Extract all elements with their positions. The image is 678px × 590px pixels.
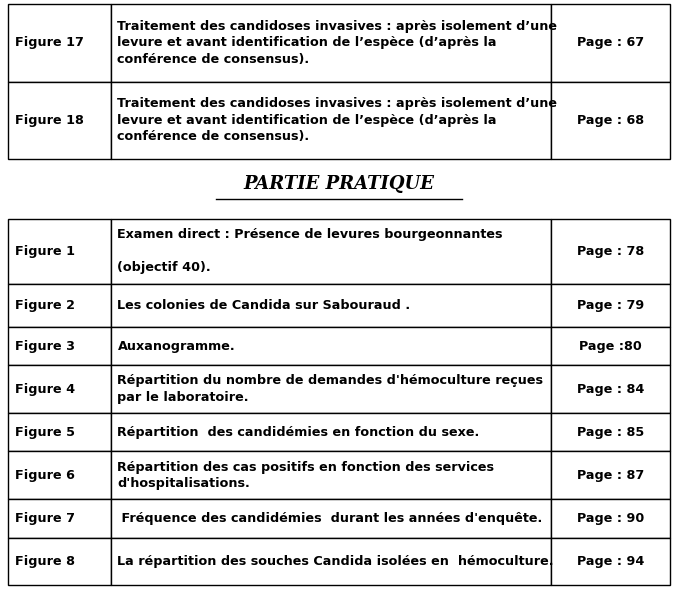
Text: Fréquence des candidémies  durant les années d'enquête.: Fréquence des candidémies durant les ann…	[117, 512, 542, 525]
Text: Figure 5: Figure 5	[15, 426, 75, 439]
Text: Figure 18: Figure 18	[15, 114, 84, 127]
Text: Page : 84: Page : 84	[576, 383, 644, 396]
Bar	[8, 413, 111, 451]
Bar	[111, 219, 551, 284]
Bar	[551, 284, 670, 327]
Text: Page : 94: Page : 94	[576, 555, 644, 568]
Bar	[8, 327, 111, 365]
Bar	[8, 219, 111, 284]
Bar	[111, 81, 551, 159]
Bar	[111, 499, 551, 537]
Bar	[111, 365, 551, 413]
Text: Page : 78: Page : 78	[577, 245, 644, 258]
Bar	[551, 413, 670, 451]
Text: Figure 8: Figure 8	[15, 555, 75, 568]
Bar	[551, 365, 670, 413]
Bar	[8, 4, 111, 81]
Text: Traitement des candidoses invasives : après isolement d’une
levure et avant iden: Traitement des candidoses invasives : ap…	[117, 97, 557, 143]
Text: Répartition  des candidémies en fonction du sexe.: Répartition des candidémies en fonction …	[117, 426, 480, 439]
Bar	[111, 327, 551, 365]
Text: La répartition des souches Candida isolées en  hémoculture.: La répartition des souches Candida isolé…	[117, 555, 554, 568]
Bar	[111, 4, 551, 81]
Text: Page : 87: Page : 87	[577, 469, 644, 482]
Text: Figure 3: Figure 3	[15, 340, 75, 353]
Text: Page :80: Page :80	[579, 340, 641, 353]
Text: Figure 4: Figure 4	[15, 383, 75, 396]
Bar	[8, 81, 111, 159]
Bar	[111, 537, 551, 585]
Bar	[551, 499, 670, 537]
Text: Page : 68: Page : 68	[577, 114, 644, 127]
Text: Répartition du nombre de demandes d'hémoculture reçues
par le laboratoire.: Répartition du nombre de demandes d'hémo…	[117, 375, 544, 404]
Text: Les colonies de Candida sur Sabouraud .: Les colonies de Candida sur Sabouraud .	[117, 299, 411, 312]
Bar	[8, 499, 111, 537]
Text: Auxanogramme.: Auxanogramme.	[117, 340, 235, 353]
Bar	[8, 365, 111, 413]
Bar	[111, 413, 551, 451]
Bar	[8, 451, 111, 499]
Text: PARTIE PRATIQUE: PARTIE PRATIQUE	[243, 175, 435, 194]
Text: Traitement des candidoses invasives : après isolement d’une
levure et avant iden: Traitement des candidoses invasives : ap…	[117, 20, 557, 66]
Bar	[8, 284, 111, 327]
Text: Figure 7: Figure 7	[15, 512, 75, 525]
Text: Page : 90: Page : 90	[577, 512, 644, 525]
Text: Répartition des cas positifs en fonction des services
d'hospitalisations.: Répartition des cas positifs en fonction…	[117, 461, 494, 490]
Bar	[551, 537, 670, 585]
Text: Examen direct : Présence de levures bourgeonnantes

(objectif 40).: Examen direct : Présence de levures bour…	[117, 228, 503, 274]
Bar	[551, 81, 670, 159]
Text: Page : 85: Page : 85	[577, 426, 644, 439]
Bar	[551, 451, 670, 499]
Text: Figure 6: Figure 6	[15, 469, 75, 482]
Text: Figure 1: Figure 1	[15, 245, 75, 258]
Text: Page : 67: Page : 67	[577, 37, 644, 50]
Text: Figure 2: Figure 2	[15, 299, 75, 312]
Text: Figure 17: Figure 17	[15, 37, 84, 50]
Text: Page : 79: Page : 79	[577, 299, 644, 312]
Bar	[111, 284, 551, 327]
Bar	[8, 537, 111, 585]
Bar	[551, 219, 670, 284]
Bar	[551, 327, 670, 365]
Bar	[111, 451, 551, 499]
Bar	[551, 4, 670, 81]
